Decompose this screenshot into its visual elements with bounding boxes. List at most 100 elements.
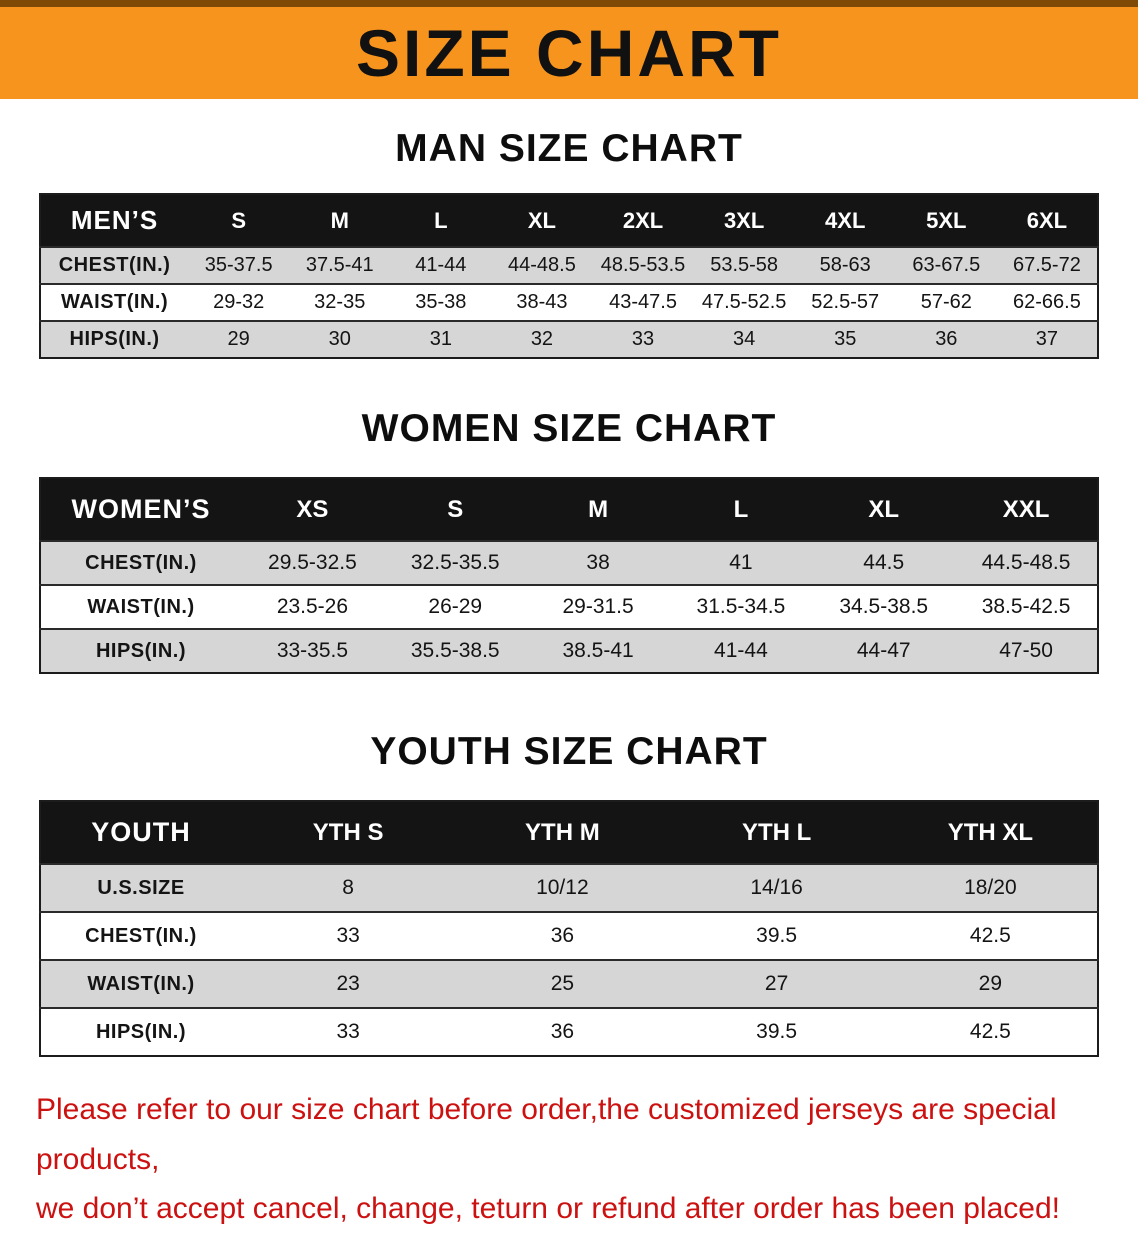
value-cell: 37 bbox=[1035, 328, 1059, 350]
value-cell: 52.5-57 bbox=[811, 291, 880, 313]
value-cell: 18/20 bbox=[964, 876, 1017, 899]
value-cell: 23.5-26 bbox=[276, 595, 349, 618]
value-cell: 33 bbox=[336, 1020, 360, 1043]
value-cell: 41 bbox=[729, 551, 753, 574]
value-cell: 43-47.5 bbox=[609, 291, 677, 313]
value-cell: 31 bbox=[429, 328, 452, 350]
value-cell: 34 bbox=[733, 328, 756, 350]
value-cell: 14/16 bbox=[750, 876, 803, 899]
size-header-cell: XXL bbox=[955, 478, 1098, 541]
youth-size-section: YOUTH SIZE CHART YOUTH YTH S YTH M YTH L YTH… bbox=[0, 730, 1138, 1057]
value-cell: 10/12 bbox=[536, 876, 589, 899]
value-cell: 41-44 bbox=[415, 254, 467, 276]
banner-title: SIZE CHART bbox=[356, 16, 782, 90]
value-cell: 39.5 bbox=[756, 1020, 798, 1043]
value-cell: 31.5-34.5 bbox=[696, 595, 786, 618]
size-header-cell: M bbox=[526, 478, 670, 541]
table-header-row: MEN’S S M L XL 2XL 3XL 4XL 5XL 6XL bbox=[40, 194, 1098, 247]
value-cell: 35.5-38.5 bbox=[410, 639, 500, 662]
value-cell: 36 bbox=[550, 924, 575, 947]
value-cell: 33 bbox=[631, 328, 655, 350]
table-row: CHEST(IN.) 29.5-32.5 32.5-35.5 38 41 44.5 44.5… bbox=[40, 541, 1098, 585]
row-label-cell: CHEST(IN.) bbox=[85, 551, 197, 574]
value-cell: 38-43 bbox=[516, 291, 568, 313]
value-cell: 62-66.5 bbox=[1013, 291, 1081, 313]
value-cell: 44-48.5 bbox=[508, 254, 576, 276]
value-cell: 42.5 bbox=[969, 924, 1011, 947]
size-header-cell: L bbox=[669, 478, 813, 541]
table-title-cell: MEN’S bbox=[40, 194, 189, 247]
size-header-cell: YTH M bbox=[455, 801, 670, 864]
value-cell: 44.5 bbox=[863, 551, 905, 574]
row-label-cell: HIPS(IN.) bbox=[95, 1020, 187, 1043]
table-title-cell: WOMEN’S bbox=[40, 478, 242, 541]
value-cell: 44-47 bbox=[856, 639, 911, 662]
disclaimer-line: we don’t accept cancel, change, teturn o… bbox=[36, 1192, 1060, 1225]
size-header-cell: 4XL bbox=[794, 194, 896, 247]
table-row: WAIST(IN.) 23 25 27 29 bbox=[40, 960, 1098, 1008]
size-header-cell: 5XL bbox=[895, 194, 997, 247]
value-cell: 35-38 bbox=[415, 291, 467, 313]
value-cell: 67.5-72 bbox=[1013, 254, 1081, 276]
size-header-cell: XL bbox=[491, 194, 593, 247]
row-label-cell: U.S.SIZE bbox=[97, 876, 185, 899]
value-cell: 38.5-41 bbox=[562, 639, 634, 662]
value-cell: 48.5-53.5 bbox=[600, 254, 686, 276]
value-cell: 23 bbox=[336, 972, 360, 995]
table-row: HIPS(IN.) 33-35.5 35.5-38.5 38.5-41 41-44 44-… bbox=[40, 629, 1098, 673]
value-cell: 41-44 bbox=[714, 639, 768, 662]
value-cell: 32-35 bbox=[314, 291, 366, 313]
value-cell: 35-37.5 bbox=[204, 254, 273, 276]
value-cell: 53.5-58 bbox=[710, 254, 779, 276]
value-cell: 39.5 bbox=[756, 924, 798, 947]
size-header-cell: 6XL bbox=[996, 194, 1098, 247]
value-cell: 8 bbox=[342, 876, 354, 899]
value-cell: 29-32 bbox=[213, 291, 265, 313]
value-cell: 38.5-42.5 bbox=[981, 595, 1071, 618]
table-header-row: YOUTH YTH S YTH M YTH L YTH XL bbox=[40, 801, 1098, 864]
value-cell: 29 bbox=[978, 972, 1003, 995]
value-cell: 33 bbox=[336, 924, 360, 947]
value-cell: 29 bbox=[227, 328, 250, 350]
row-label-cell: WAIST(IN.) bbox=[87, 972, 195, 995]
size-header-cell: M bbox=[289, 194, 391, 247]
disclaimer-text: Please refer to our size chart before or… bbox=[36, 1085, 1118, 1234]
youth-size-heading: YOUTH SIZE CHART bbox=[370, 730, 768, 773]
size-header-cell: S bbox=[383, 478, 527, 541]
size-header-cell: YTH L bbox=[669, 801, 884, 864]
size-header-cell: XL bbox=[812, 478, 956, 541]
row-label-cell: CHEST(IN.) bbox=[85, 924, 197, 947]
size-header-cell: YTH S bbox=[241, 801, 456, 864]
value-cell: 25 bbox=[550, 972, 575, 995]
women-size-table: WOMEN’S XS S M L XL XXL CHEST(IN.) 29.5-32.5 32.5… bbox=[39, 477, 1099, 674]
value-cell: 36 bbox=[935, 328, 958, 350]
table-row: WAIST(IN.) 29-32 32-35 35-38 38-43 43-47.5 47.… bbox=[40, 284, 1098, 321]
value-cell: 57-62 bbox=[920, 291, 972, 313]
men-size-table: MEN’S S M L XL 2XL 3XL 4XL 5XL 6XL CHEST(IN.) 35-37… bbox=[39, 193, 1099, 359]
value-cell: 32.5-35.5 bbox=[410, 551, 500, 574]
value-cell: 33-35.5 bbox=[276, 639, 349, 662]
size-header-cell: S bbox=[188, 194, 290, 247]
men-size-heading: MAN SIZE CHART bbox=[395, 127, 743, 170]
value-cell: 34.5-38.5 bbox=[839, 595, 929, 618]
youth-size-table: YOUTH YTH S YTH M YTH L YTH XL U.S.SIZE 8 10/12… bbox=[39, 800, 1099, 1057]
size-chart-banner: SIZE CHART bbox=[0, 0, 1138, 99]
table-row: HIPS(IN.) 29 30 31 32 33 34 35 36 37 bbox=[40, 321, 1098, 358]
value-cell: 42.5 bbox=[969, 1020, 1011, 1043]
value-cell: 44.5-48.5 bbox=[981, 551, 1071, 574]
size-header-cell: 3XL bbox=[693, 194, 795, 247]
women-size-section: WOMEN SIZE CHART WOMEN’S XS S M L XL XXL CHEST(… bbox=[0, 407, 1138, 674]
size-header-cell: XS bbox=[241, 478, 384, 541]
value-cell: 47-50 bbox=[999, 639, 1053, 662]
value-cell: 26-29 bbox=[428, 595, 483, 618]
table-row: CHEST(IN.) 35-37.5 37.5-41 41-44 44-48.5 48.5… bbox=[40, 247, 1098, 284]
value-cell: 38 bbox=[586, 551, 610, 574]
value-cell: 30 bbox=[328, 328, 351, 350]
table-row: HIPS(IN.) 33 36 39.5 42.5 bbox=[40, 1008, 1098, 1056]
row-label-cell: CHEST(IN.) bbox=[58, 254, 171, 276]
value-cell: 32 bbox=[530, 328, 554, 350]
row-label-cell: HIPS(IN.) bbox=[95, 639, 187, 662]
value-cell: 35 bbox=[834, 328, 857, 350]
men-size-section: MAN SIZE CHART MEN’S S M L XL 2XL 3XL 4XL 5XL 6XL… bbox=[0, 127, 1138, 359]
value-cell: 27 bbox=[764, 972, 789, 995]
